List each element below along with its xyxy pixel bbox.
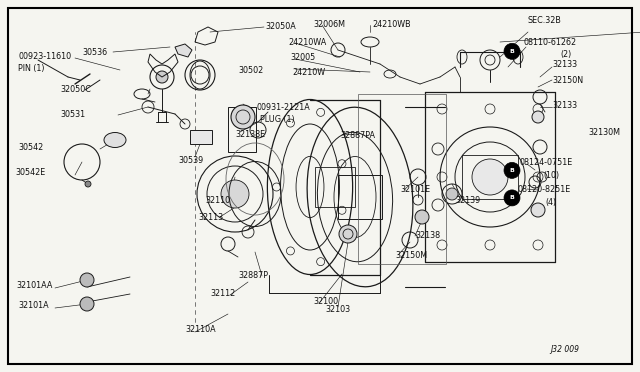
Text: 32138E: 32138E	[235, 129, 265, 138]
Text: 32138: 32138	[415, 231, 440, 240]
Text: SEC.32B: SEC.32B	[528, 16, 562, 25]
Text: 32139: 32139	[455, 196, 480, 205]
Text: 30531: 30531	[60, 109, 85, 119]
Text: PLUG (1): PLUG (1)	[260, 115, 294, 124]
Bar	[190, 130, 212, 144]
Text: 32101AA: 32101AA	[16, 282, 52, 291]
Text: 30542: 30542	[18, 142, 44, 151]
Text: 32006M: 32006M	[313, 19, 345, 29]
Text: 32005: 32005	[290, 52, 316, 61]
Text: 32887P: 32887P	[238, 270, 268, 279]
Circle shape	[446, 188, 458, 200]
Text: 32101A: 32101A	[18, 301, 49, 311]
Bar	[228, 107, 256, 152]
Circle shape	[339, 225, 357, 243]
Circle shape	[85, 181, 91, 187]
Circle shape	[532, 111, 544, 123]
Text: 30502: 30502	[238, 65, 263, 74]
Text: PIN (1): PIN (1)	[18, 64, 45, 73]
Text: 32150N: 32150N	[552, 76, 583, 84]
Text: 24210W: 24210W	[292, 67, 325, 77]
Text: 24210WB: 24210WB	[372, 19, 411, 29]
Circle shape	[472, 159, 508, 195]
Text: 08124-0751E: 08124-0751E	[520, 157, 573, 167]
Text: J32 009: J32 009	[550, 346, 579, 355]
Text: (2): (2)	[560, 49, 572, 58]
Bar	[315, 167, 355, 207]
Text: 32101E: 32101E	[400, 185, 430, 193]
Circle shape	[531, 203, 545, 217]
Bar	[338, 175, 382, 219]
Text: (4): (4)	[545, 198, 556, 206]
Circle shape	[156, 71, 168, 83]
Text: 32103: 32103	[325, 305, 350, 314]
Text: 24210WA: 24210WA	[288, 38, 326, 46]
Circle shape	[80, 273, 94, 287]
Text: (10): (10)	[543, 170, 559, 180]
Circle shape	[80, 297, 94, 311]
Text: 30539: 30539	[178, 155, 204, 164]
Bar	[462, 155, 518, 199]
Circle shape	[221, 180, 249, 208]
Polygon shape	[175, 44, 192, 57]
Text: 08110-61262: 08110-61262	[524, 38, 577, 46]
Text: 00923-11610: 00923-11610	[18, 51, 71, 61]
Text: 08120-8251E: 08120-8251E	[518, 185, 572, 193]
Circle shape	[504, 190, 520, 206]
Text: 32110: 32110	[205, 196, 230, 205]
Circle shape	[504, 43, 520, 60]
Text: 30536: 30536	[82, 48, 107, 57]
Text: 32050C: 32050C	[60, 84, 91, 93]
Circle shape	[504, 162, 520, 179]
Circle shape	[231, 105, 255, 129]
Text: 32113: 32113	[198, 212, 223, 221]
Text: 32100: 32100	[313, 298, 338, 307]
Text: 00931-2121A: 00931-2121A	[257, 103, 311, 112]
Circle shape	[415, 210, 429, 224]
Text: 32112: 32112	[210, 289, 236, 298]
Text: 32133: 32133	[552, 100, 577, 109]
Ellipse shape	[104, 132, 126, 148]
Text: B: B	[509, 195, 515, 201]
Text: 32110A: 32110A	[185, 326, 216, 334]
Text: 32887PA: 32887PA	[340, 131, 375, 140]
Text: 32150M: 32150M	[395, 250, 427, 260]
Text: B: B	[509, 168, 515, 173]
Text: 32050A: 32050A	[265, 22, 296, 31]
Text: B: B	[509, 49, 515, 54]
Text: 32133: 32133	[552, 60, 577, 68]
Text: 30542E: 30542E	[15, 167, 45, 176]
Bar	[358, 94, 446, 264]
Text: 32130M: 32130M	[588, 128, 620, 137]
